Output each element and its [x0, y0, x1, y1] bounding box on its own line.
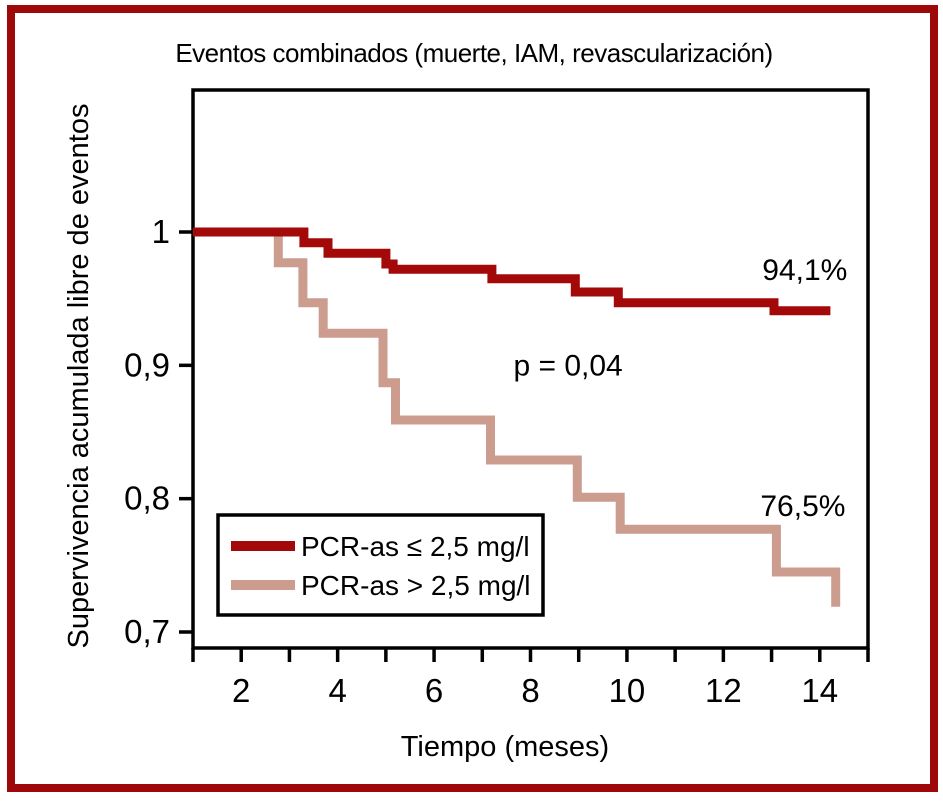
y-axis-title: Supervivencia acumulada libre de eventos — [63, 104, 95, 649]
x-tick-label: 12 — [705, 672, 742, 709]
km-curve-1 — [193, 227, 831, 316]
x-tick-label: 8 — [521, 672, 539, 709]
chart-title: Eventos combinados (muerte, IAM, revascu… — [175, 38, 772, 68]
x-tick-label: 14 — [801, 672, 838, 709]
x-tick-label: 4 — [328, 672, 346, 709]
legend: PCR-as ≤ 2,5 mg/l PCR-as > 2,5 mg/l — [216, 513, 545, 617]
x-axis-title: Tiempo (meses) — [401, 731, 609, 763]
legend-box — [216, 513, 545, 617]
y-axis-ticks: 1 0,9 0,8 0,7 — [124, 213, 193, 650]
annotation-0: p = 0,04 — [513, 349, 622, 382]
annotations: p = 0,04 94,1% 76,5% — [513, 254, 847, 523]
x-tick-label: 2 — [232, 672, 250, 709]
y-tick-label: 0,9 — [124, 346, 170, 383]
annotation-1: 94,1% — [762, 254, 847, 287]
km-curve-0 — [193, 227, 841, 607]
survival-curves — [193, 227, 841, 607]
x-axis-ticks: 2 4 6 8 10 12 14 — [191, 648, 870, 709]
legend-label-le: PCR-as ≤ 2,5 mg/l — [301, 531, 530, 562]
x-tick-label: 6 — [425, 672, 443, 709]
x-tick-label: 10 — [609, 672, 646, 709]
legend-label-gt: PCR-as > 2,5 mg/l — [301, 570, 531, 601]
figure-border — [7, 5, 938, 792]
y-tick-label: 1 — [152, 213, 170, 250]
y-tick-label: 0,8 — [124, 480, 170, 517]
y-tick-label: 0,7 — [124, 613, 170, 650]
annotation-2: 76,5% — [760, 490, 845, 523]
